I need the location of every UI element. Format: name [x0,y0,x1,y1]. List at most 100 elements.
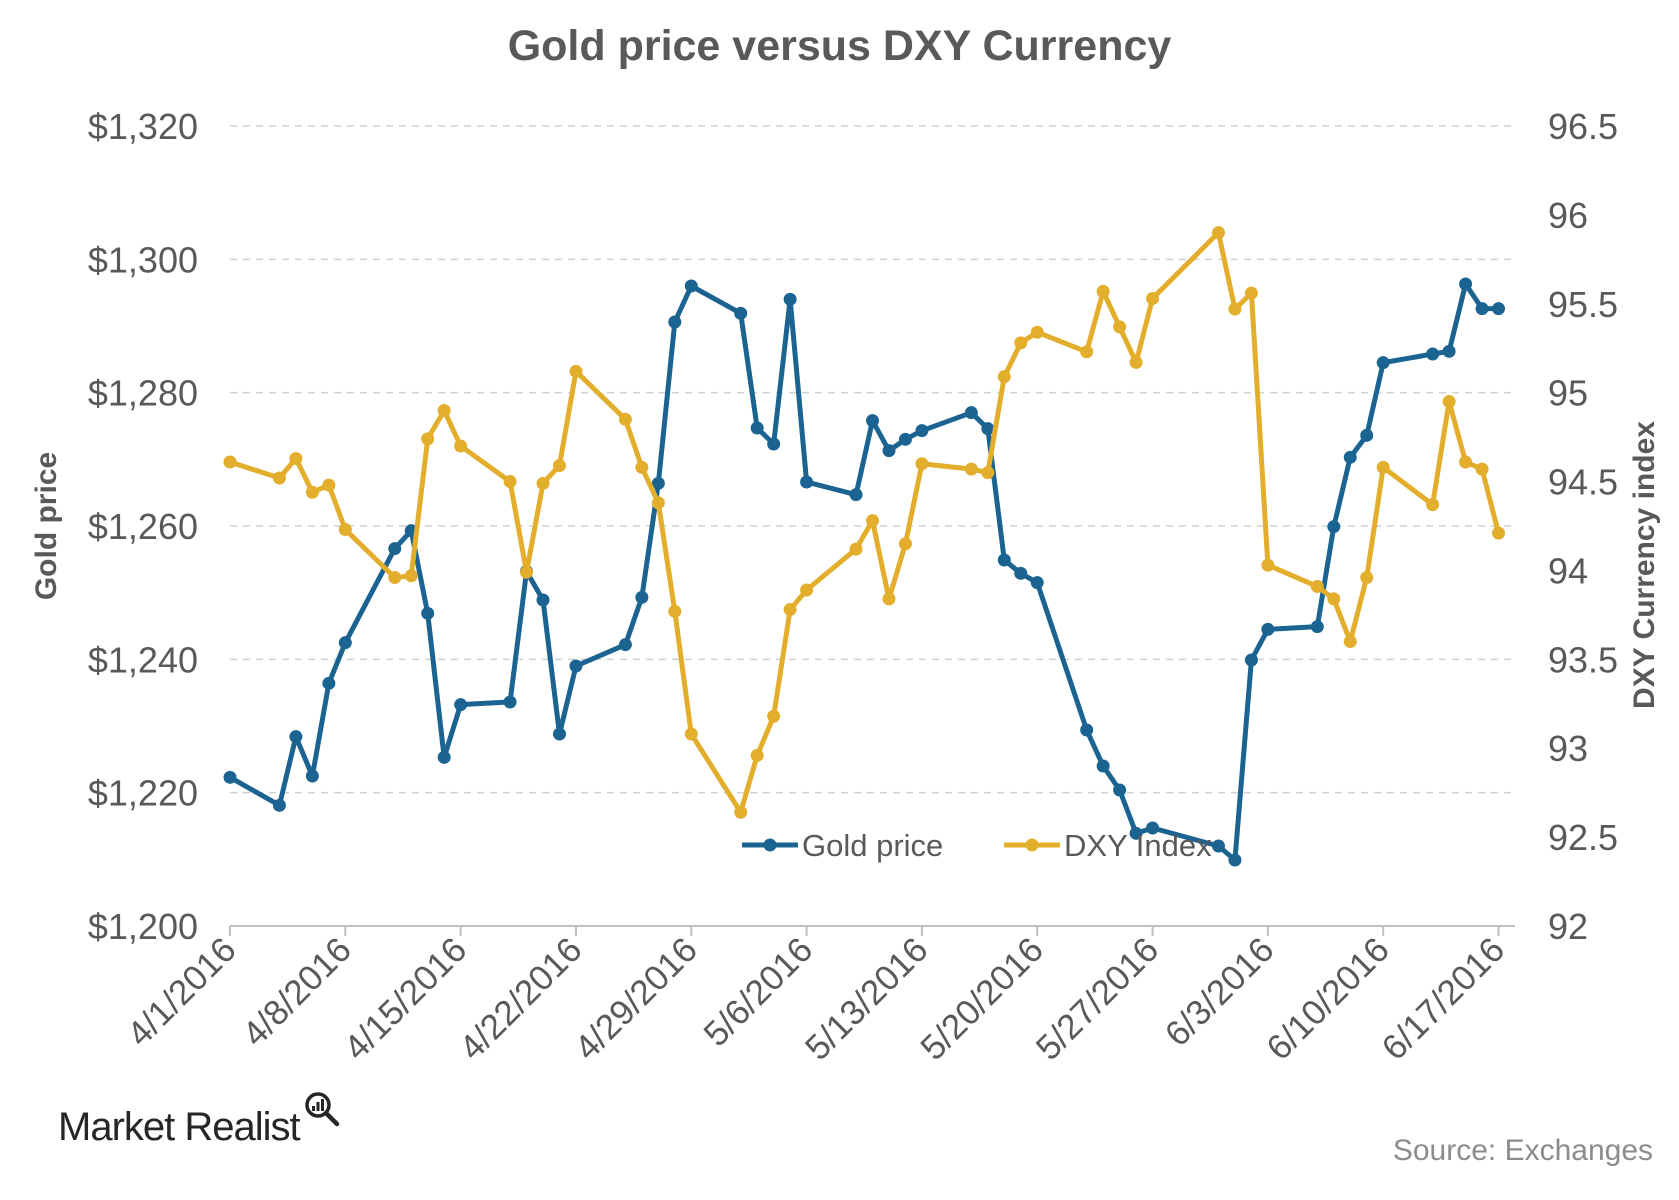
data-point [1030,325,1044,339]
legend-marker-0 [763,838,777,852]
y2-tick-label: 94.5 [1548,462,1618,503]
y-tick-label: $1,300 [88,239,198,280]
data-point [503,475,517,489]
data-point [618,638,632,652]
data-point [1376,356,1390,370]
data-point [882,592,896,606]
source-note: Source: Exchanges [1392,1134,1653,1167]
data-point [388,542,402,556]
data-point [305,769,319,783]
data-point [569,364,583,378]
data-point [437,403,451,417]
data-point [1261,622,1275,636]
data-point [882,444,896,458]
y-tick-label: $1,240 [88,639,198,680]
data-point [536,593,550,607]
legend-label-0: Gold price [802,828,943,863]
data-point [1492,302,1506,316]
data-point [1228,853,1242,867]
data-point [272,471,286,485]
data-point [1327,592,1341,606]
data-point [289,451,303,465]
data-point [849,488,863,502]
data-point [997,370,1011,384]
data-point [338,523,352,537]
data-point [1080,723,1094,737]
y-tick-label: $1,320 [88,106,198,147]
data-point [783,292,797,306]
data-point [404,569,418,583]
data-point [1113,783,1127,797]
data-point [898,432,912,446]
data-point [1310,620,1324,634]
data-point [1211,226,1225,240]
data-point [1376,460,1390,474]
brand-name: Market Realist [58,1105,301,1149]
data-point [668,604,682,618]
brand-logo: Market Realist [58,1092,340,1150]
data-point [1211,839,1225,853]
y2-tick-label: 96.5 [1548,106,1618,147]
data-point [1014,336,1028,350]
data-point [1442,395,1456,409]
axes: $1,200 $1,220 $1,240 $1,260 $1,280 $1,300 $1,3… [30,106,1661,1068]
data-point [569,659,583,673]
y-tick-label: $1,260 [88,506,198,547]
data-point [849,542,863,556]
data-point [1244,653,1258,667]
data-point [750,421,764,435]
data-point [1030,576,1044,590]
data-point [635,590,649,604]
data-point [800,475,814,489]
legend-marker-1 [1025,838,1039,852]
data-point [684,279,698,293]
y2-tick-label: 93.5 [1548,639,1618,680]
data-point [1442,344,1456,358]
data-point [898,537,912,551]
data-point [1426,498,1440,512]
legend: Gold price DXY Index [742,828,1212,863]
data-point [734,306,748,320]
data-point [668,315,682,329]
y2-tick-label: 95 [1548,373,1588,414]
data-point [1096,759,1110,773]
data-point [305,485,319,499]
data-point [1014,566,1028,580]
data-point [454,439,468,453]
data-point [338,636,352,650]
x-tick-label: 5/27/2016 [1029,930,1167,1068]
data-point [1146,291,1160,305]
data-point [536,476,550,490]
data-point [1475,302,1489,316]
data-point [1459,277,1473,291]
data-point [981,422,995,436]
data-point [1129,355,1143,369]
series-line-1 [227,230,1502,815]
data-point [618,412,632,426]
x-tick-label: 6/10/2016 [1259,930,1397,1068]
series-line-0 [227,281,1502,863]
data-point [1244,286,1258,300]
y2-tick-label: 94 [1548,550,1588,591]
data-point [1360,571,1374,585]
data-point [800,583,814,597]
y-tick-label: $1,200 [88,906,198,947]
data-point [635,460,649,474]
data-point [322,478,336,492]
data-point [223,770,237,784]
data-point [651,496,665,510]
data-point [750,748,764,762]
data-point [520,565,534,579]
data-point [503,695,517,709]
y2-tick-label: 95.5 [1548,284,1618,325]
x-tick-label: 4/15/2016 [337,930,475,1068]
data-point [1261,558,1275,572]
data-point [964,462,978,476]
data-point [1129,826,1143,840]
y2-axis-title: DXY Currency index [1628,421,1661,709]
legend-label-1: DXY Index [1064,828,1212,863]
data-point [421,432,435,446]
data-point [1475,462,1489,476]
data-point [1360,428,1374,442]
data-point [1426,347,1440,361]
